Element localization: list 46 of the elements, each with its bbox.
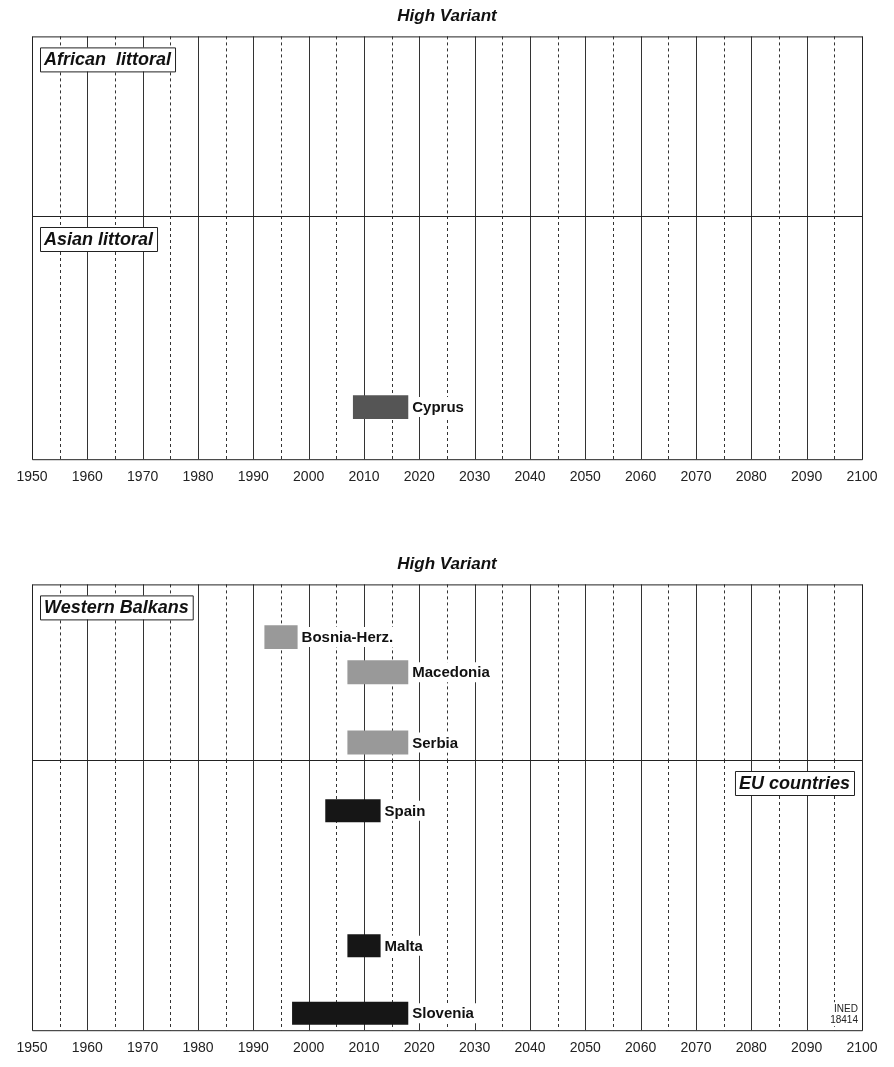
x-tick-label: 2010	[348, 468, 380, 485]
x-tick-label: 1960	[71, 468, 104, 485]
x-tick-label: 2080	[735, 468, 768, 485]
x-tick-label: 1950	[16, 468, 48, 485]
x-tick-label: 2090	[791, 1039, 823, 1056]
x-tick-label: 2000	[293, 468, 325, 485]
text: African littoral	[43, 49, 173, 70]
x-tick-label: 2030	[459, 468, 491, 485]
x-tick-label: 2100	[846, 1039, 878, 1056]
x-tick-label: 1960	[71, 1039, 104, 1056]
x-tick-label: 2010	[348, 1039, 380, 1056]
annotation: Asian littoral	[43, 228, 155, 249]
x-tick-label: 1970	[127, 468, 159, 485]
x-tick-label: 1990	[237, 468, 270, 485]
chart-title: High Variant	[397, 553, 499, 573]
category-label: Slovenia	[412, 1004, 474, 1022]
x-tick-label: 1980	[182, 1039, 214, 1056]
text: High Variant	[397, 5, 499, 25]
category-label: Spain	[384, 801, 426, 819]
x-tick-label: 2070	[680, 468, 712, 485]
category-label: Macedonia	[412, 663, 490, 681]
x-tick-label: 1980	[182, 468, 214, 485]
x-tick-label: 2040	[514, 468, 546, 485]
x-tick-label: 2070	[680, 1039, 712, 1056]
annotation: Western Balkans	[44, 597, 189, 618]
y-tick-label: Cyprus	[412, 398, 464, 416]
x-tick-label: 2100	[846, 468, 878, 485]
x-tick-label: 1950	[16, 1039, 48, 1056]
category-label: Serbia	[412, 733, 459, 751]
x-tick-label: 1990	[237, 1039, 270, 1056]
x-tick-label: 2060	[625, 468, 657, 485]
category-label: Malta	[384, 936, 423, 954]
x-tick-label: 2000	[293, 1039, 325, 1056]
x-tick-label: 2090	[791, 468, 823, 485]
annotation: INED 18414	[830, 1002, 859, 1025]
category-label: Bosnia-Herz.	[301, 628, 394, 646]
x-tick-label: 2020	[403, 468, 436, 485]
x-tick-label: 2080	[735, 1039, 768, 1056]
x-tick-label: 2030	[459, 1039, 491, 1056]
x-tick-label: 2020	[403, 1039, 436, 1056]
x-tick-label: 2050	[569, 1039, 602, 1056]
x-tick-label: 2050	[569, 468, 602, 485]
x-tick-label: 1970	[127, 1039, 159, 1056]
annotation: EU countries	[738, 772, 851, 793]
x-tick-label: 2060	[625, 1039, 657, 1056]
x-tick-label: 2040	[514, 1039, 546, 1056]
